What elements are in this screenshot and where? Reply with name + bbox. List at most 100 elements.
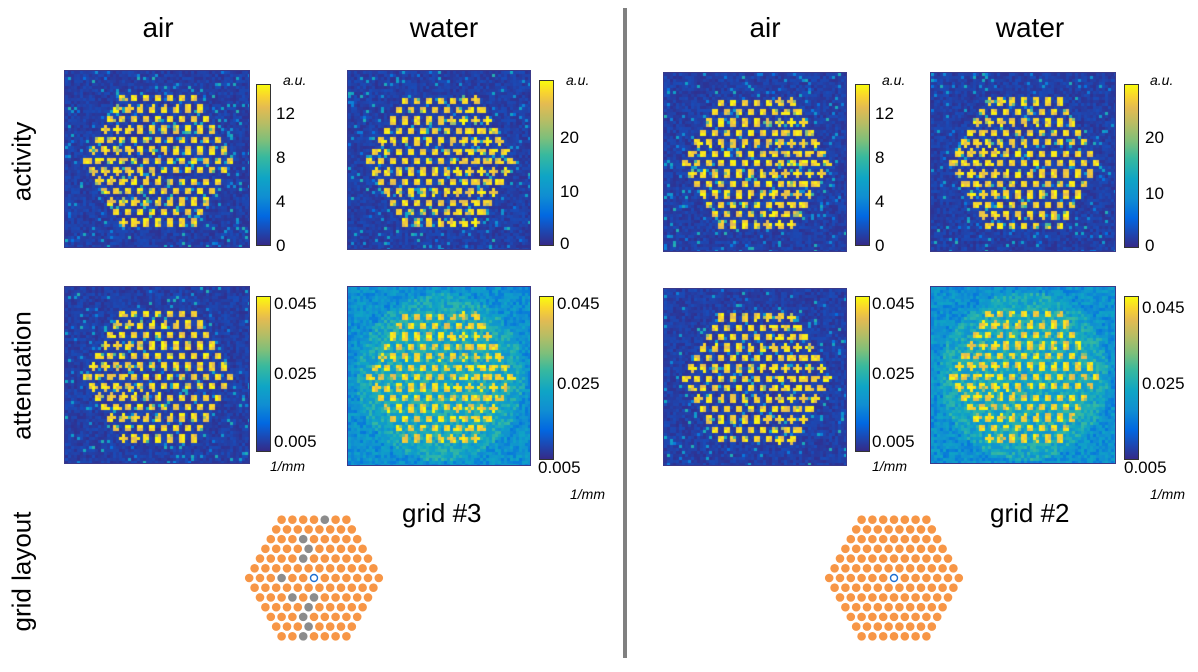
grid-rod (325, 602, 335, 612)
grid-rod (873, 544, 883, 554)
colorbar-tick: 4 (276, 192, 286, 211)
grid-rod (916, 563, 926, 573)
grid-rod (938, 544, 947, 554)
row-label-grid-layout: grid layout (6, 511, 37, 632)
grid-rod (325, 563, 335, 573)
grid-rod (841, 602, 850, 612)
heatmap-attenuation-air-right (663, 288, 847, 466)
grid-rod (352, 612, 362, 622)
grid-rod (336, 544, 346, 554)
colorbar-tick: 12 (276, 104, 295, 123)
grid-rod (846, 573, 856, 583)
grid-rod (309, 515, 319, 524)
grid-rod (261, 583, 270, 593)
grid-rod (868, 593, 877, 602)
column-title-air-right: air (749, 12, 781, 43)
grid-rod (320, 554, 330, 563)
grid-rod (889, 554, 899, 563)
grid-rod (320, 632, 330, 641)
grid-rod (271, 622, 281, 631)
grid-rod (315, 583, 324, 593)
colorbar-tick: 4 (875, 192, 885, 211)
grid-rod (922, 593, 931, 602)
grid-rod (878, 534, 888, 544)
colorbar-unit: 1/mm (270, 458, 305, 474)
grid-rod (309, 593, 319, 602)
grid-rod (293, 563, 303, 573)
grid-rod (266, 534, 276, 544)
grid-rod (277, 573, 286, 583)
heatmap-attenuation-water-right (930, 286, 1116, 464)
grid-rod (288, 632, 297, 641)
grid-rod (851, 622, 861, 631)
grid-rod (282, 525, 292, 534)
colorbar-tick: 0.025 (872, 364, 915, 383)
grid-rod (835, 573, 845, 583)
colorbar-tick: 0.005 (274, 432, 317, 451)
grid-rod (873, 583, 883, 593)
grid-rod (277, 554, 286, 563)
grid-rod (298, 573, 308, 583)
grid-rod (895, 622, 904, 631)
grid-rod (868, 534, 877, 544)
grid-rod (298, 534, 308, 544)
grid-rod (851, 583, 861, 593)
grid-rod (255, 593, 265, 602)
grid-rod (266, 612, 276, 622)
grid-rod (358, 602, 367, 612)
grid-rod (862, 602, 872, 612)
grid-rod (358, 583, 367, 593)
grid-rod (363, 554, 373, 563)
grid-rod (352, 534, 362, 544)
grid-rod (255, 554, 265, 563)
grid-rod (304, 622, 313, 631)
colorbar-tick: 8 (276, 148, 286, 167)
row-label-attenuation: attenuation (6, 311, 37, 440)
colorbar-tick: 20 (1145, 128, 1164, 147)
grid-rod (293, 602, 303, 612)
grid-rod (851, 602, 861, 612)
row-label-activity: activity (6, 121, 37, 202)
grid-rod (911, 554, 920, 563)
grid-rod (922, 632, 931, 641)
grid-rod (304, 544, 313, 554)
grid-rod (916, 544, 926, 554)
grid-rod (927, 622, 937, 631)
grid-rod (331, 515, 340, 524)
grid-rod (298, 593, 308, 602)
heatmap-activity-water-left (347, 70, 531, 250)
colorbar-tick: 0.005 (538, 458, 581, 477)
grid-rod (266, 573, 276, 583)
heatmap-activity-air-left (64, 70, 250, 248)
colorbar-tick: 0 (276, 236, 286, 255)
grid-rod (900, 612, 910, 622)
heatmap-activity-water-right (930, 72, 1116, 252)
grid-rod (342, 554, 351, 563)
grid-rod (342, 593, 351, 602)
grid-rod (916, 602, 926, 612)
grid-rod (320, 515, 330, 524)
grid-rod (298, 515, 308, 524)
grid-rod (293, 583, 303, 593)
grid-rod (873, 622, 883, 631)
grid-rod (900, 632, 910, 641)
grid-rod (884, 602, 893, 612)
grid-rod (895, 544, 904, 554)
grid-rod (916, 525, 926, 534)
colorbar-tick: 0.005 (1124, 458, 1167, 477)
grid-rod (878, 515, 888, 524)
grid-rod (320, 534, 330, 544)
grid-rod (878, 593, 888, 602)
grid-rod (857, 534, 866, 544)
grid-rod (895, 525, 904, 534)
grid-rod (342, 573, 351, 583)
grid-rod (293, 544, 303, 554)
grid-rod (315, 622, 324, 631)
grid-rod (878, 573, 888, 583)
colorbar-attenuation-air-right (855, 296, 870, 452)
grid-rod (900, 534, 910, 544)
grid-layout-diagram-right (824, 515, 964, 641)
grid-rod (271, 525, 281, 534)
grid-rod (932, 593, 942, 602)
grid-rod (347, 602, 357, 612)
